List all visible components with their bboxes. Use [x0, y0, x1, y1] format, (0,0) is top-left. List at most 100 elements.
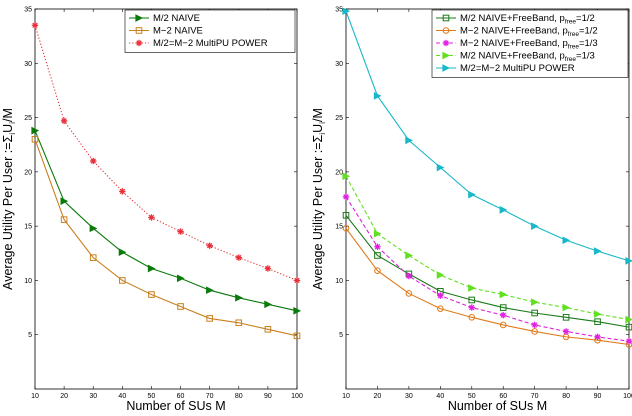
data-point: [60, 216, 68, 223]
y-tick-label: 10: [24, 278, 32, 285]
data-point: [342, 193, 350, 201]
data-point: [405, 290, 413, 297]
data-point: [531, 321, 538, 329]
data-point: [625, 257, 632, 265]
y-axis-label-subscript: i: [317, 122, 327, 124]
data-point: [531, 309, 538, 317]
legend-label: M−2 NAIVE+FreeBand, pfree=1/3: [460, 38, 598, 51]
data-point: [468, 190, 476, 199]
data-point: [31, 135, 39, 143]
legend-label: M/2=M−2 MultiPU POWER: [153, 38, 268, 49]
data-point: [593, 247, 602, 255]
x-tick-label: 70: [531, 393, 539, 400]
y-tick-label: 5: [28, 332, 32, 339]
y-axis-label-subscript: i: [7, 133, 17, 135]
x-tick-label: 80: [562, 393, 570, 400]
right-chart: 10 20 30 40 50 60 70 80 90 100 5 10 15 20 25 30 35 Number…: [311, 7, 632, 413]
data-point: [206, 286, 214, 295]
data-point: [118, 248, 127, 257]
data-point: [562, 328, 570, 335]
marker-stroke: [437, 292, 444, 299]
data-point: [374, 243, 381, 250]
marker-stroke: [206, 242, 213, 249]
y-axis-label-part: Average Utility Per User :=Σ: [311, 135, 325, 290]
data-point: [437, 292, 444, 299]
data-point: [625, 315, 632, 324]
marker-stroke: [500, 312, 506, 318]
data-point: [206, 315, 213, 322]
data-point: [625, 338, 632, 345]
data-point: [90, 157, 97, 165]
data-point: [594, 333, 601, 341]
data-point: [499, 304, 507, 311]
marker-stroke: [265, 265, 271, 272]
data-point: [235, 293, 243, 302]
y-tick-label: 5: [339, 332, 343, 339]
series-line: [345, 214, 630, 328]
legend-label: M/2 NAIVE: [153, 13, 200, 24]
legend-label: M/2 NAIVE+FreeBand, pfree=1/2: [460, 13, 595, 26]
y-axis-label-subscript: i: [7, 122, 17, 124]
y-tick-label: 25: [24, 115, 32, 122]
series-1: [31, 126, 302, 315]
data-point: [264, 265, 272, 272]
data-point: [499, 321, 507, 329]
legend-label-part: M−2 NAIVE: [153, 26, 203, 37]
x-tick-label: 10: [31, 393, 39, 400]
x-tick-label: 70: [206, 393, 214, 400]
data-point: [405, 272, 413, 280]
legend-marker: [442, 51, 451, 60]
legend-label-subscript: free: [565, 19, 577, 26]
y-tick-label: 20: [335, 169, 343, 176]
data-point: [177, 228, 184, 235]
x-tick-label: 50: [468, 393, 476, 400]
legend: M/2 NAIVE+FreeBand, pfree=1/2M−2 NAIVE+F…: [431, 9, 629, 78]
data-point: [562, 303, 571, 312]
data-point: [176, 274, 185, 283]
data-point: [147, 264, 156, 273]
data-point: [60, 197, 69, 206]
legend-label-subscript: free: [568, 44, 580, 51]
data-point: [531, 298, 539, 306]
legend-label-part: M/2 NAIVE+FreeBand, p: [460, 51, 565, 62]
legend-label-part: M/2=M−2 MultiPU POWER: [460, 63, 575, 74]
x-tick-label: 30: [89, 393, 97, 400]
marker-stroke: [236, 254, 242, 261]
data-point: [264, 300, 272, 309]
data-point: [468, 314, 476, 321]
series-2: [31, 135, 301, 340]
series-line: [345, 175, 630, 321]
data-point: [342, 172, 351, 181]
marker-stroke: [563, 328, 569, 335]
data-point: [148, 291, 155, 298]
marker-stroke: [136, 40, 142, 46]
series-3: [342, 193, 632, 345]
marker-stroke: [343, 194, 349, 200]
marker-stroke: [148, 214, 155, 221]
legend-marker: [135, 39, 143, 47]
data-point: [436, 271, 445, 279]
data-point: [374, 252, 381, 259]
x-tick-label: 100: [623, 393, 632, 400]
x-tick-label: 10: [342, 393, 350, 400]
series-line: [345, 227, 630, 346]
legend-box: [124, 9, 296, 53]
legend-label-part: M/2 NAIVE: [153, 13, 200, 24]
x-tick-label: 100: [291, 393, 303, 400]
legend-marker: [135, 27, 143, 34]
marker-stroke: [119, 188, 126, 195]
x-tick-label: 20: [374, 393, 382, 400]
data-point: [468, 284, 476, 292]
marker-stroke: [594, 334, 601, 340]
marker-stroke: [294, 277, 300, 284]
y-axis-label-part: U: [311, 124, 325, 133]
data-point: [293, 306, 302, 315]
marker-stroke: [177, 228, 184, 235]
y-axis-label-part: /M: [311, 108, 325, 122]
x-axis-label: Number of SUs M: [126, 399, 225, 413]
y-tick-label: 35: [335, 7, 343, 14]
y-axis-label: Average Utility Per User :=ΣiUi/M: [311, 108, 327, 290]
y-axis-label-part: U: [1, 124, 15, 133]
marker-stroke: [469, 304, 475, 311]
legend-label-part: =1/2: [576, 13, 595, 24]
